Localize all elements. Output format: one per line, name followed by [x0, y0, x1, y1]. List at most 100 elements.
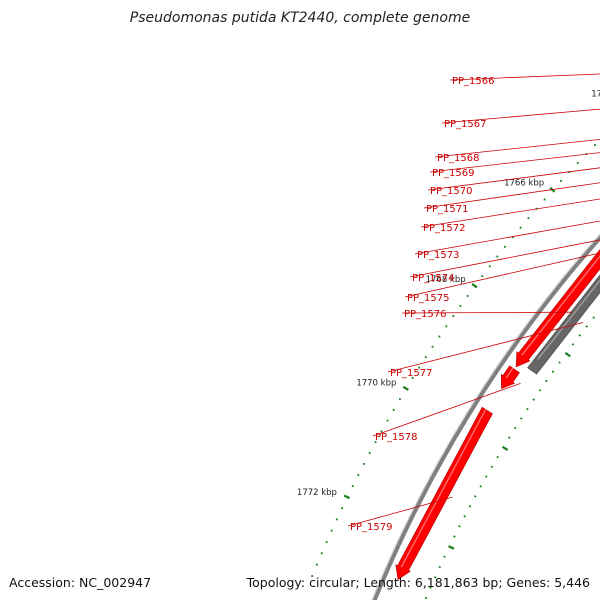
- minor-tick: [488, 265, 491, 268]
- inner-tick: [429, 586, 432, 589]
- label-leader: [423, 182, 600, 209]
- minor-tick: [519, 226, 522, 229]
- minor-tick: [392, 408, 395, 411]
- minor-tick: [330, 529, 333, 532]
- minor-tick: [386, 419, 389, 422]
- minor-tick: [527, 217, 530, 220]
- gene-pp-1578: [500, 365, 520, 389]
- inner-tick: [458, 525, 461, 528]
- inner-tick: [513, 426, 517, 430]
- inner-tick: [571, 343, 575, 346]
- minor-tick: [363, 463, 365, 465]
- major-tick: [471, 283, 478, 289]
- minor-tick: [418, 366, 421, 369]
- gene-label: PP_1575: [407, 293, 450, 304]
- gene-highlight: [400, 409, 487, 568]
- label-leader: [409, 239, 600, 278]
- inner-tick: [433, 576, 437, 579]
- inner-tick: [558, 361, 561, 364]
- minor-tick: [466, 295, 469, 297]
- gene-features: [395, 248, 600, 581]
- gene-label: PP_1572: [423, 223, 466, 234]
- minor-tick: [431, 345, 434, 348]
- inner-tick: [592, 316, 596, 319]
- inner-tick: [578, 334, 582, 337]
- inner-tick: [438, 565, 442, 569]
- minor-tick: [315, 563, 318, 566]
- gene-label: PP_1570: [430, 186, 473, 197]
- inner-tick: [501, 445, 509, 451]
- label-leader: [420, 198, 600, 228]
- minor-tick: [368, 452, 371, 454]
- label-leader: [387, 322, 584, 373]
- major-tick: [402, 385, 409, 391]
- gene-label: PP_1579: [350, 522, 393, 533]
- gene-label: PP_1569: [432, 168, 475, 179]
- minor-tick: [438, 335, 441, 338]
- inner-tick: [453, 535, 456, 538]
- backbone-arc: [371, 233, 600, 600]
- tick-label: 1768 kbp: [426, 275, 466, 285]
- label-leader: [401, 311, 573, 314]
- inner-tick: [538, 389, 542, 392]
- minor-tick: [325, 541, 328, 543]
- minor-tick: [452, 315, 455, 318]
- topology-text: Topology: circular; Length: 6,181,863 bp…: [246, 575, 590, 590]
- minor-tick: [594, 144, 596, 146]
- label-leader: [441, 108, 600, 124]
- inner-tick: [507, 436, 511, 439]
- gene-label: PP_1571: [426, 204, 469, 215]
- map-title: Pseudomonas putida KT2440, complete geno…: [129, 10, 471, 26]
- inner-tick: [474, 495, 477, 498]
- inner-tick: [545, 379, 548, 383]
- major-tick: [343, 494, 351, 500]
- minor-tick: [380, 430, 383, 433]
- inner-tick: [551, 370, 555, 373]
- label-leader: [372, 382, 521, 437]
- minor-tick: [459, 305, 462, 307]
- accession-text: Accession: NC_002947: [9, 575, 152, 590]
- inner-tick: [585, 325, 589, 328]
- gene-label: PP_1573: [417, 250, 460, 261]
- minor-tick: [543, 198, 546, 201]
- label-leader: [434, 139, 600, 158]
- minor-tick: [341, 507, 343, 510]
- label-leader: [404, 252, 600, 298]
- minor-tick: [445, 325, 448, 328]
- gene-label: PP_1566: [452, 76, 495, 87]
- label-leaders: PP_1566 PP_1567 PP_1568 PP_1569 PP_1570 PP_15…: [347, 73, 600, 533]
- gene-highlight: [521, 254, 600, 356]
- label-leader: [427, 167, 600, 191]
- inner-tick: [564, 351, 571, 358]
- tick-label: 1766 kbp: [504, 179, 544, 189]
- minor-tick: [496, 255, 499, 258]
- inner-tick: [484, 475, 488, 478]
- minor-tick: [504, 245, 506, 248]
- gene-highlight: [505, 367, 514, 379]
- minor-tick: [320, 552, 323, 555]
- inner-tick: [532, 398, 535, 401]
- inner-tick: [443, 555, 446, 558]
- inner-tick: [526, 407, 529, 411]
- gene-label: PP_1568: [437, 153, 480, 164]
- inner-tick: [468, 505, 472, 508]
- label-leader: [347, 496, 453, 527]
- inner-tick: [490, 465, 494, 468]
- minor-tick: [511, 236, 514, 239]
- minor-tick: [374, 441, 377, 444]
- inner-tick: [424, 596, 428, 600]
- label-leader: [449, 73, 600, 81]
- gene-label: PP_1574: [412, 273, 455, 284]
- inner-tick: [520, 417, 523, 420]
- minor-tick: [576, 162, 579, 164]
- tick-label: 1764 kbp: [591, 90, 600, 100]
- label-leader: [429, 152, 600, 173]
- minor-tick: [335, 518, 338, 521]
- gene-pp-1579: [395, 406, 493, 581]
- label-leader: [414, 220, 600, 255]
- minor-tick: [481, 275, 484, 278]
- minor-tick: [560, 180, 562, 182]
- tick-label: 1772 kbp: [297, 488, 337, 498]
